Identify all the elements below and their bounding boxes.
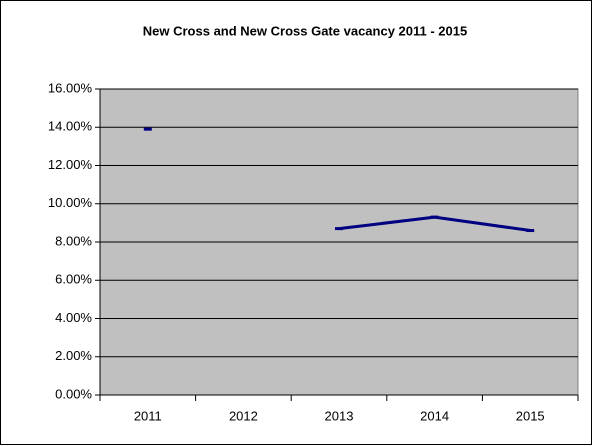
point-marker	[526, 229, 535, 233]
y-tick-label: 14.00%	[48, 119, 93, 134]
x-tick-label: 2011	[134, 408, 162, 423]
y-tick-label: 16.00%	[48, 80, 93, 95]
chart-title: New Cross and New Cross Gate vacancy 201…	[143, 23, 467, 38]
y-tick-label: 0.00%	[55, 386, 92, 401]
x-tick-label: 2014	[420, 408, 449, 423]
y-tick-label: 12.00%	[48, 157, 93, 172]
point-marker	[335, 227, 343, 231]
y-tick-label: 6.00%	[55, 272, 92, 287]
y-tick-label: 8.00%	[55, 233, 92, 248]
point-marker	[430, 215, 439, 219]
x-tick-label: 2015	[516, 408, 545, 423]
x-tick-label: 2012	[229, 408, 258, 423]
y-tick-label: 2.00%	[55, 348, 92, 363]
point-marker	[143, 127, 152, 131]
y-tick-label: 10.00%	[48, 195, 93, 210]
y-tick-label: 4.00%	[55, 310, 92, 325]
x-tick-label: 2013	[325, 408, 354, 423]
